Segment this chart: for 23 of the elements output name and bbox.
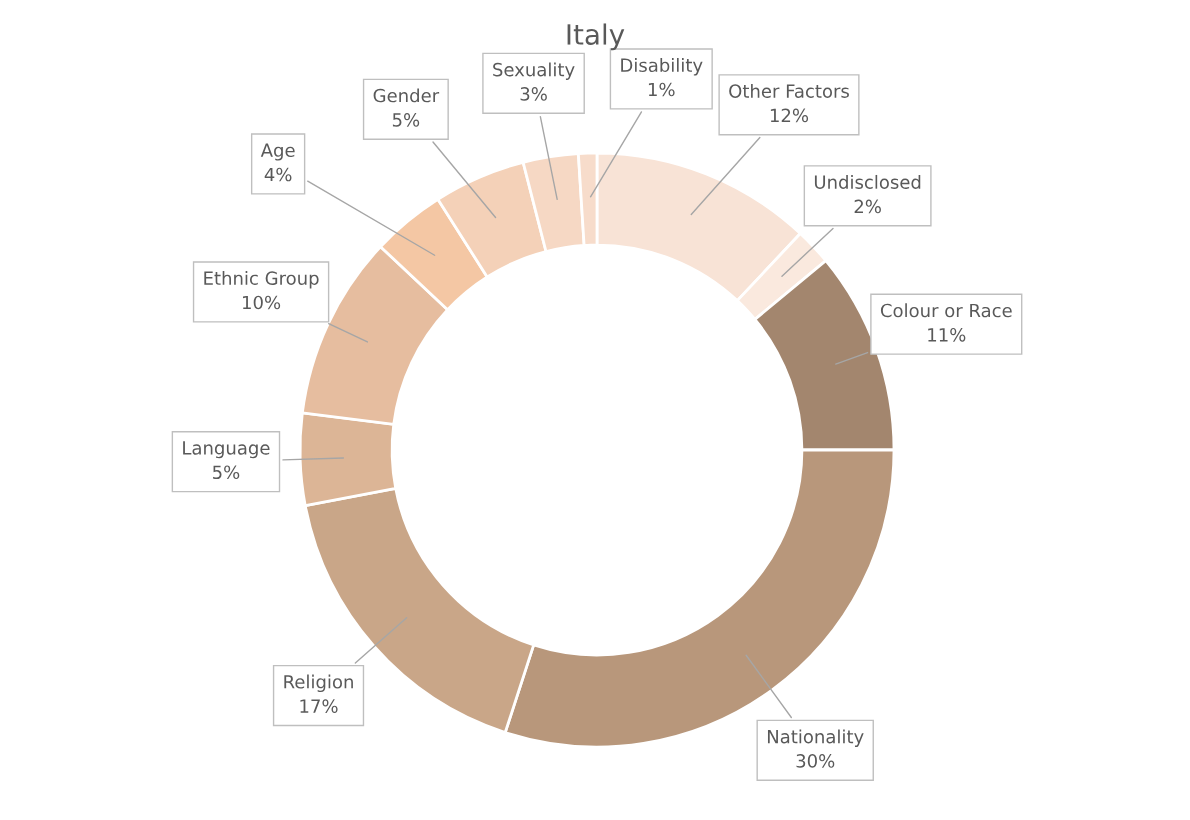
- slice-label: Other Factors: [729, 83, 849, 98]
- slice-label: Sexuality: [493, 62, 575, 80]
- slice-label: Colour or Race: [880, 303, 1012, 318]
- data-label: 11%: [928, 327, 966, 342]
- data-label: 30%: [796, 754, 835, 768]
- slice-label: Language: [183, 441, 270, 459]
- data-label: 12%: [770, 108, 809, 123]
- slice-label: Nationality: [767, 729, 864, 747]
- slice-label: Ethnic Group: [204, 271, 319, 289]
- data-label: 5%: [213, 465, 240, 480]
- data-label: 10%: [243, 295, 281, 310]
- data-label: 5%: [392, 113, 420, 127]
- data-label: 2%: [854, 199, 881, 214]
- slice-label: Age: [260, 143, 295, 161]
- slice-label: Religion: [284, 674, 353, 693]
- slice-label: Gender: [373, 88, 440, 103]
- data-label: 1%: [648, 82, 675, 97]
- chart-title: Italy: [567, 23, 625, 51]
- data-label: 17%: [300, 699, 338, 713]
- slice-label: Disability: [621, 58, 703, 76]
- slice-label: Undisclosed: [814, 174, 921, 189]
- data-label: 4%: [264, 167, 292, 182]
- data-label: 3%: [520, 87, 547, 101]
